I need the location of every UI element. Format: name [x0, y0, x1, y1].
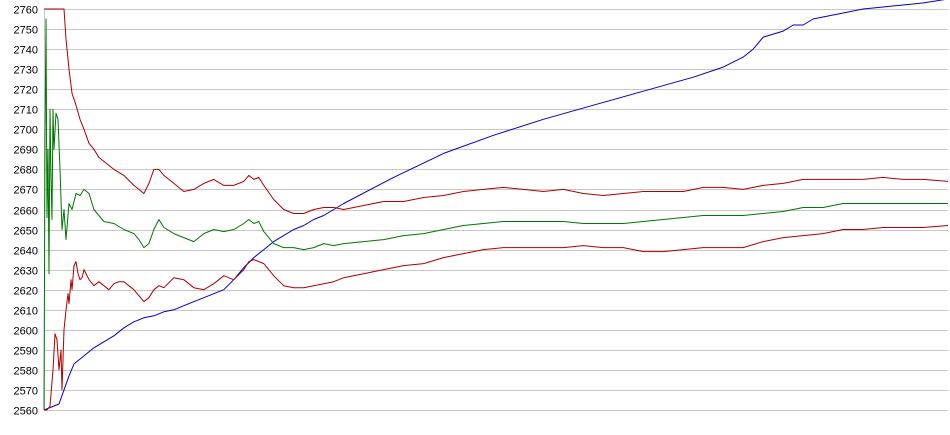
- y-tick-label: 2620: [14, 286, 38, 298]
- y-tick-label: 2600: [14, 326, 38, 338]
- y-axis: 2560 2570 2580 2590 2600 2610 2620 2630 2640 2650…: [14, 5, 45, 418]
- y-tick-label: 2710: [14, 105, 38, 117]
- series-line-3: [43, 18, 948, 411]
- y-tick-label: 2590: [14, 346, 38, 358]
- y-tick-label: 2610: [14, 306, 38, 318]
- y-tick-label: 2690: [14, 145, 38, 157]
- y-tick-label: 2560: [14, 406, 38, 418]
- y-tick-label: 2650: [14, 226, 38, 238]
- y-tick-label: 2580: [14, 366, 38, 378]
- y-tick-label: 2680: [14, 165, 38, 177]
- y-tick-label: 2730: [14, 65, 38, 77]
- y-tick-label: 2640: [14, 246, 38, 258]
- y-tick-label: 2750: [14, 25, 38, 37]
- y-tick-label: 2720: [14, 85, 38, 97]
- series-line-1: [43, 0, 945, 411]
- y-tick-label: 2570: [14, 386, 38, 398]
- y-tick-label: 2630: [14, 266, 38, 278]
- y-tick-label: 2760: [14, 5, 38, 17]
- y-tick-label: 2660: [14, 206, 38, 218]
- series-line-2: [44, 8, 949, 214]
- y-tick-label: 2670: [14, 185, 38, 197]
- y-tick-label: 2740: [14, 45, 38, 57]
- gridlines: [44, 9, 948, 411]
- series-lines: [43, 0, 949, 411]
- series-line-4: [44, 225, 949, 411]
- y-tick-label: 2700: [14, 125, 38, 137]
